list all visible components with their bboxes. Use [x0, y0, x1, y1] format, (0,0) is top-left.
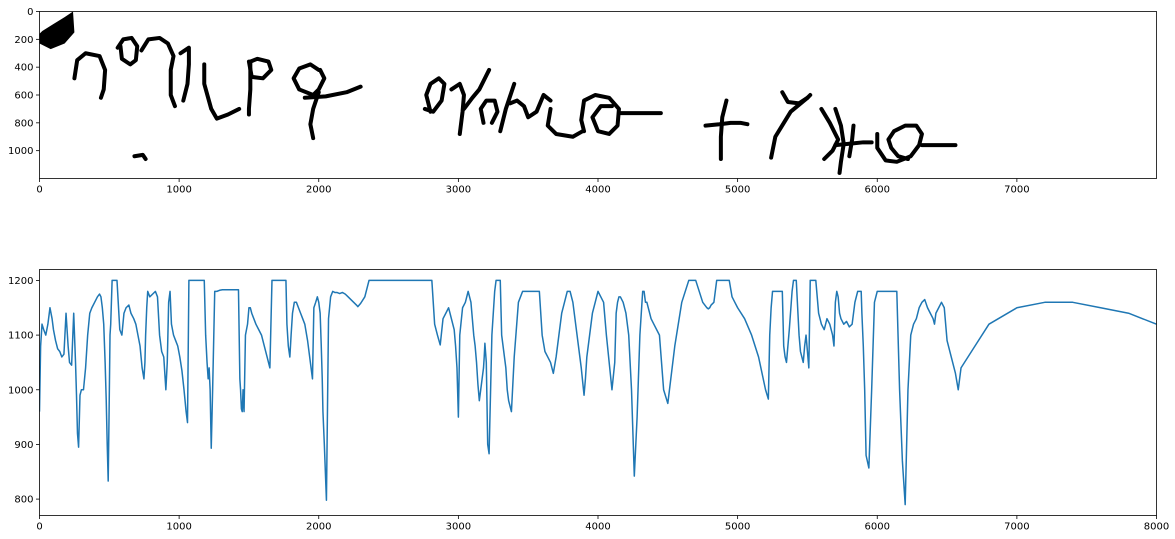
- image-x-tick-label: 3000: [446, 185, 471, 196]
- line-chart-x-tick-label: 8000: [1144, 522, 1169, 533]
- ink-stroke: [461, 67, 492, 111]
- image-panel: 0 1000 2000 3000 4000 5000 6000 7000 0 200 400 600 8…: [8, 7, 1157, 196]
- ink-stroke: [72, 51, 108, 100]
- line-chart-x-tick-label: 3000: [446, 522, 471, 533]
- plot-area: [39, 279, 1157, 506]
- line-chart-x-tick-label: 1000: [166, 522, 191, 533]
- ink-stroke: [291, 62, 327, 97]
- image-x-tick-label: 4000: [585, 185, 610, 196]
- ink-stroke: [833, 140, 874, 148]
- image-y-tick-label: 0: [27, 7, 33, 18]
- ink-blob: [39, 11, 75, 50]
- ink-stroke: [508, 93, 553, 120]
- image-y-tick-label: 200: [14, 35, 33, 46]
- image-x-tick-label: 5000: [725, 185, 750, 196]
- ink-stroke: [579, 93, 621, 136]
- image-frame: [39, 11, 1157, 179]
- image-x-tick-label: 0: [36, 185, 42, 196]
- image-y-tick-label: 800: [14, 118, 33, 129]
- ink-stroke: [132, 152, 148, 162]
- ink-stroke: [449, 81, 466, 136]
- line-chart-frame: [39, 269, 1157, 516]
- ink-stroke: [498, 81, 517, 134]
- ink-stroke: [308, 90, 321, 141]
- ink-stroke: [202, 62, 242, 121]
- ink-stroke: [847, 123, 856, 159]
- line-chart-x-tick-label: 6000: [865, 522, 890, 533]
- line-chart-y-tick-label: 1100: [8, 331, 33, 342]
- line-chart-y-tick-label: 1000: [8, 385, 33, 396]
- image-y-tick-label: 400: [14, 63, 33, 74]
- ink-stroke: [875, 123, 924, 164]
- image-x-tick-label: 6000: [865, 185, 890, 196]
- image-x-tick-label: 1000: [166, 185, 191, 196]
- ink-stroke: [246, 59, 253, 117]
- ink-stroke: [422, 76, 447, 114]
- handwriting-image: [39, 11, 958, 175]
- ink-stroke: [718, 98, 729, 162]
- line-chart-y-tick-label: 800: [14, 495, 33, 506]
- ink-stroke: [178, 45, 191, 103]
- image-x-tick-label: 2000: [306, 185, 331, 196]
- ink-stroke: [139, 35, 177, 109]
- ink-stroke: [703, 120, 750, 128]
- ink-stroke: [302, 84, 363, 100]
- ink-stroke: [819, 106, 841, 162]
- series-line-0: [39, 279, 1157, 506]
- image-y-tick-label: 600: [14, 91, 33, 102]
- line-chart-x-tick-label: 7000: [1004, 522, 1029, 533]
- image-y-tick-label: 1000: [8, 146, 33, 157]
- line-chart-x-tick-label: 5000: [725, 522, 750, 533]
- line-chart-x-tick-label: 4000: [585, 522, 610, 533]
- ink-stroke: [769, 95, 810, 160]
- ink-stroke: [545, 106, 585, 139]
- line-chart-x-tick-label: 0: [36, 522, 42, 533]
- image-x-tick-label: 7000: [1004, 185, 1029, 196]
- ink-stroke: [115, 35, 140, 67]
- line-chart-y-tick-label: 900: [14, 440, 33, 451]
- line-chart-panel: 0 1000 2000 3000 4000 5000 6000 7000 8000 800 900 1…: [8, 269, 1169, 533]
- line-chart-y-tick-label: 1200: [8, 276, 33, 287]
- line-chart-x-tick-label: 2000: [306, 522, 331, 533]
- ink-stroke: [478, 98, 500, 125]
